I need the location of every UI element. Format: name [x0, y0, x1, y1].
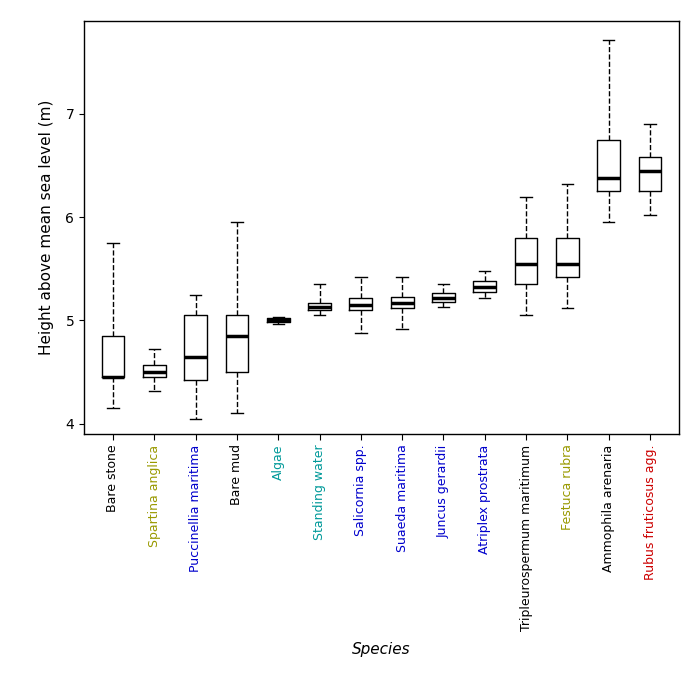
- Y-axis label: Height above mean sea level (m): Height above mean sea level (m): [39, 100, 55, 355]
- X-axis label: Species: Species: [352, 642, 411, 657]
